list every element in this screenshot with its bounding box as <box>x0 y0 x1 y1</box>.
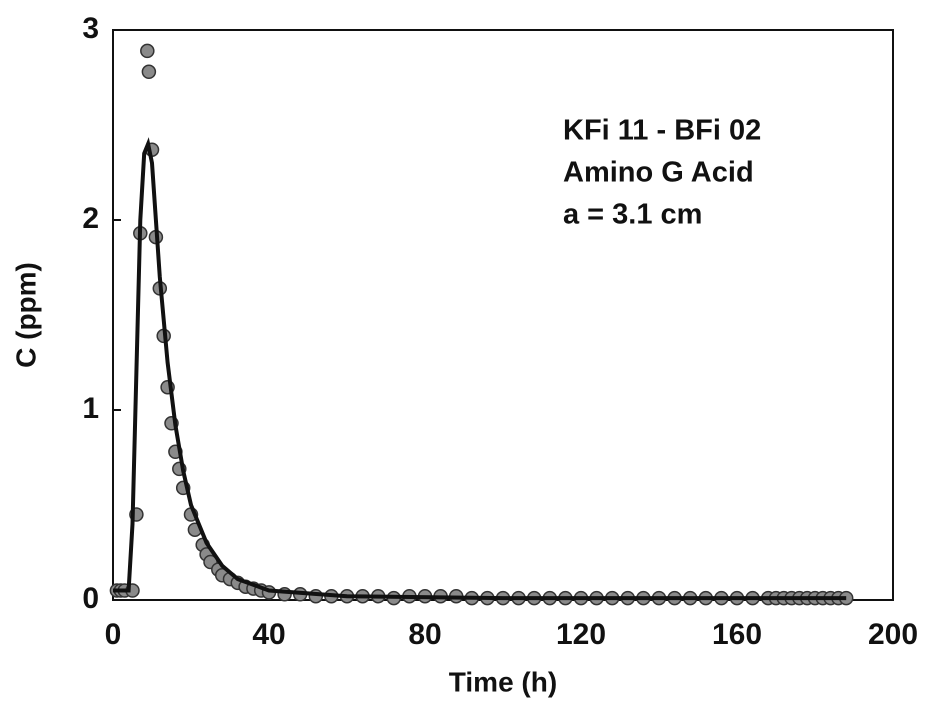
y-tick-label: 3 <box>82 12 99 45</box>
y-tick-label: 0 <box>82 582 99 615</box>
y-tick-label: 1 <box>82 392 99 425</box>
x-tick-label: 80 <box>408 618 441 651</box>
x-tick-label: 200 <box>868 618 918 651</box>
annotation: a = 3.1 cm <box>563 199 702 231</box>
x-tick-label: 120 <box>556 618 606 651</box>
annotation: Amino G Acid <box>563 157 754 189</box>
x-axis-title: Time (h) <box>449 666 557 697</box>
x-tick-label: 160 <box>712 618 762 651</box>
data-point <box>140 43 155 59</box>
plot-frame <box>112 29 894 601</box>
fit-line <box>113 137 847 601</box>
x-tick-label: 0 <box>105 618 122 651</box>
y-axis-title: C (ppm) <box>10 262 41 368</box>
annotation: KFi 11 - BFi 02 <box>563 115 761 147</box>
y-tick-label: 2 <box>82 202 99 235</box>
data-point <box>141 64 157 80</box>
x-tick-label: 40 <box>252 618 285 651</box>
